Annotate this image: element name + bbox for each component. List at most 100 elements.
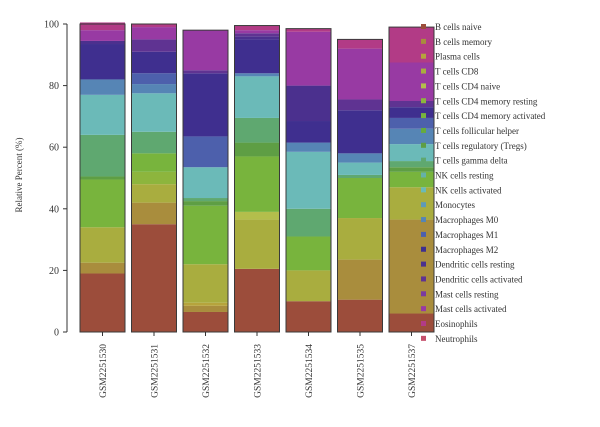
bar-segment (286, 142, 331, 152)
y-axis-label: Relative Percent (%) (14, 138, 24, 213)
legend-swatch (421, 68, 426, 74)
bar-segment (183, 30, 228, 71)
x-tick-label: GSM2251534 (305, 344, 315, 398)
bar-segment (131, 84, 177, 94)
bar-segment (80, 176, 125, 180)
bar-segment (183, 70, 228, 74)
bar-segment (286, 208, 331, 237)
legend-label: T cells gamma delta (435, 156, 508, 166)
bar-segment (80, 262, 125, 274)
x-tick-label: GSM2251530 (99, 344, 109, 398)
bar-segment (183, 198, 228, 202)
bar-segment (286, 236, 331, 271)
bar-segment (234, 33, 280, 37)
bar-segment (389, 101, 434, 108)
legend-label: Macrophages M1 (435, 230, 498, 240)
y-tick-label: 100 (44, 20, 59, 31)
legend-label: Dendritic cells resting (435, 260, 515, 270)
legend-item: Neutrophils (421, 334, 478, 344)
legend-swatch (421, 24, 426, 29)
bar-segment (234, 211, 280, 220)
legend-label: Eosinophils (435, 319, 478, 329)
bar-segment (183, 305, 228, 312)
bar-segment (234, 76, 280, 118)
legend-swatch (421, 306, 426, 312)
legend-swatch (421, 276, 426, 282)
bar-segment (234, 219, 280, 269)
legend-label: Plasma cells (435, 52, 480, 62)
bar-segment (80, 273, 125, 332)
bar-segment (389, 128, 434, 145)
legend-label: Neutrophils (435, 334, 478, 344)
bar-segment (80, 227, 125, 263)
bar-segment (183, 302, 228, 306)
legend-swatch (421, 291, 426, 297)
legend-swatch (421, 231, 426, 237)
bar-segment (131, 93, 177, 132)
legend-item: T cells gamma delta (421, 156, 508, 166)
bar-segment (183, 205, 228, 265)
legend-item: T cells CD4 memory activated (421, 111, 546, 121)
bar-segment (234, 73, 280, 77)
bar-stack-GSM2251531 (131, 23, 177, 333)
legend-swatch (421, 335, 426, 341)
legend-item: Dendritic cells activated (421, 274, 523, 284)
bar-segment (80, 79, 125, 95)
y-tick-label: 80 (49, 81, 59, 92)
legend-item: Macrophages M1 (421, 230, 498, 240)
bar-segment (389, 219, 434, 314)
bar-segment (286, 270, 331, 302)
bar-segment (131, 153, 177, 172)
bar-segment (80, 134, 125, 177)
y-tick-label: 20 (49, 266, 59, 277)
bar-segment (286, 301, 331, 332)
bar-segment (337, 259, 383, 300)
bar-segment (389, 187, 434, 220)
bar-segment (80, 94, 125, 135)
legend-label: Dendritic cells activated (435, 274, 523, 284)
bar-stack-GSM2251537 (388, 26, 435, 333)
legend-item: B cells naive (421, 22, 482, 32)
y-axis: 0 20 40 60 80 100 (44, 20, 68, 339)
bar-segment (389, 144, 434, 162)
legend-item: Mast cells resting (421, 289, 499, 299)
legend-label: NK cells resting (435, 171, 494, 181)
bar-segment (131, 131, 177, 154)
bar-segment (234, 156, 280, 212)
legend-swatch (421, 157, 426, 163)
legend-item: Plasma cells (421, 52, 480, 62)
y-tick-label: 40 (49, 204, 59, 215)
bar-segment (286, 121, 331, 143)
bar-stack-GSM2251533 (234, 25, 280, 333)
legend-label: T cells regulatory (Tregs) (435, 141, 527, 151)
bar-segment (337, 153, 383, 163)
bar-segment (80, 22, 125, 31)
legend-swatch (421, 321, 426, 326)
bar-segment (131, 184, 177, 203)
bar-stack-GSM2251530 (79, 22, 126, 333)
bar-segment (131, 171, 177, 185)
legend-item: Mast cells activated (421, 304, 507, 314)
legend-item: Eosinophils (421, 319, 478, 329)
legend-swatch (421, 142, 426, 148)
bar-segment (389, 313, 434, 332)
legend-item: Monocytes (421, 200, 475, 210)
x-tick-label: GSM2251532 (202, 344, 212, 398)
legend-swatch (421, 261, 426, 267)
bar-stack-GSM2251534 (285, 28, 332, 333)
x-tick-label: GSM2251535 (357, 344, 367, 398)
bar-segment (234, 30, 280, 34)
legend-label: Macrophages M2 (435, 245, 498, 255)
bar-segment (234, 25, 280, 31)
legend-swatch (421, 98, 426, 104)
legend-label: T cells CD4 memory resting (435, 96, 538, 106)
legend-item: Macrophages M0 (421, 215, 499, 225)
legend-item: T cells follicular helper (421, 126, 519, 136)
legend-label: T cells follicular helper (435, 126, 519, 136)
legend-label: Monocytes (435, 200, 475, 210)
bar-stack-GSM2251535 (337, 38, 383, 333)
bar-segment (131, 24, 177, 28)
bar-segment (131, 27, 177, 40)
legend-item: T cells CD4 naive (421, 81, 500, 91)
